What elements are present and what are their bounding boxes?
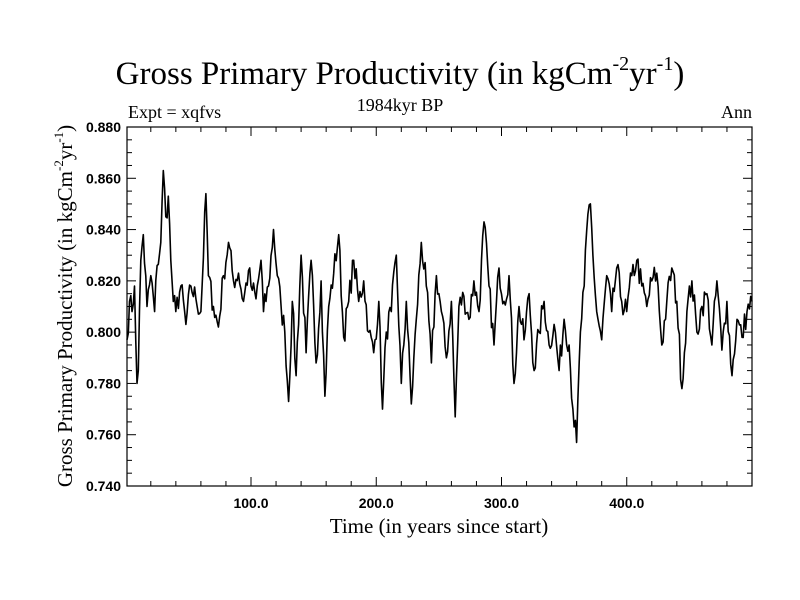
y-tick-label: 0.860 [86,170,121,186]
x-tick-label: 100.0 [233,495,268,511]
y-axis-label-close: ) [53,125,77,132]
series-line-gpp [126,169,753,444]
y-axis: 0.740 0.760 0.780 0.800 0.820 0.840 0.860 0.880 [86,119,752,494]
y-tick-label: 0.780 [86,375,121,391]
chart-title-main: Gross Primary Productivity (in kgCm [115,56,613,92]
y-tick-label: 0.740 [86,478,121,494]
y-tick-label: 0.820 [86,273,121,289]
chart-title: Gross Primary Productivity (in kgCm-2yr-… [0,53,800,93]
y-tick-label: 0.760 [86,427,121,443]
experiment-label: Expt = xqfvs [128,102,222,122]
chart-title-exponent-2: -1 [656,53,674,75]
chart-subtitle: 1984kyr BP [356,95,444,115]
chart-title-close: ) [673,56,685,92]
chart-title-unit-2: yr [629,56,657,92]
y-tick-label: 0.880 [86,119,121,135]
y-tick-label: 0.840 [86,222,121,238]
y-tick-label: 0.800 [86,324,121,340]
x-axis-label: Time (in years since start) [330,514,549,538]
y-axis-label-main: Gross Primary Productivity (in kgCm [53,171,77,487]
season-label: Ann [721,102,752,122]
x-axis: 100.0 200.0 300.0 400.0 [150,127,728,511]
chart-title-exponent-1: -2 [612,53,630,75]
y-axis-label-exponent-2: -1 [51,132,66,143]
y-axis-label-unit-2: yr [53,143,77,161]
x-tick-label: 400.0 [609,495,644,511]
x-tick-label: 200.0 [359,495,394,511]
y-axis-label: Gross Primary Productivity (in kgCm-2yr-… [51,125,77,487]
x-tick-label: 300.0 [484,495,519,511]
y-axis-label-exponent-1: -2 [51,160,66,171]
